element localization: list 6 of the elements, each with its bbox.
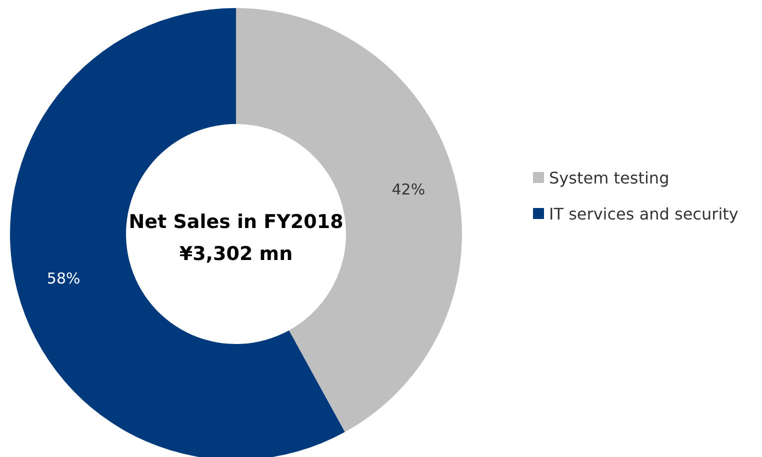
text: Net Sales in FY2018 (128, 211, 344, 233)
data-label: 58% (46, 269, 80, 288)
legend-label: System testing (549, 168, 670, 188)
text: ¥3,302 mn (179, 243, 293, 265)
data-label: 42% (392, 180, 426, 199)
legend-label: IT services and security (549, 204, 738, 224)
